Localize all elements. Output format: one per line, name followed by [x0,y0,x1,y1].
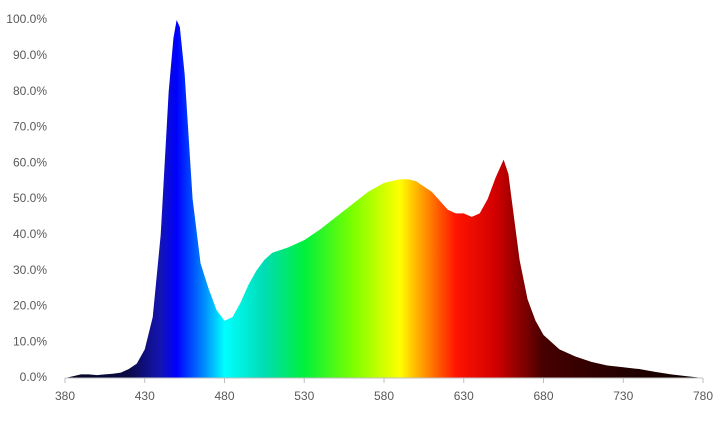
x-tick-label: 780 [693,389,713,403]
y-tick-label: 70.0% [13,120,47,134]
y-tick-label: 80.0% [13,84,47,98]
y-tick-label: 20.0% [13,299,47,313]
y-tick-label: 40.0% [13,227,47,241]
y-tick-label: 60.0% [13,155,47,169]
y-tick-label: 0.0% [20,370,48,384]
y-tick-label: 50.0% [13,191,47,205]
x-tick-label: 580 [374,389,394,403]
y-tick-label: 90.0% [13,48,47,62]
y-tick-label: 10.0% [13,334,47,348]
x-tick-label: 480 [214,389,234,403]
x-tick-label: 430 [135,389,155,403]
x-tick-label: 630 [454,389,474,403]
y-tick-label: 30.0% [13,263,47,277]
x-tick-label: 530 [294,389,314,403]
y-tick-label: 100.0% [6,12,47,26]
x-tick-label: 730 [613,389,633,403]
x-tick-label: 680 [533,389,553,403]
x-tick-label: 380 [55,389,75,403]
spectrum-area [65,20,703,378]
